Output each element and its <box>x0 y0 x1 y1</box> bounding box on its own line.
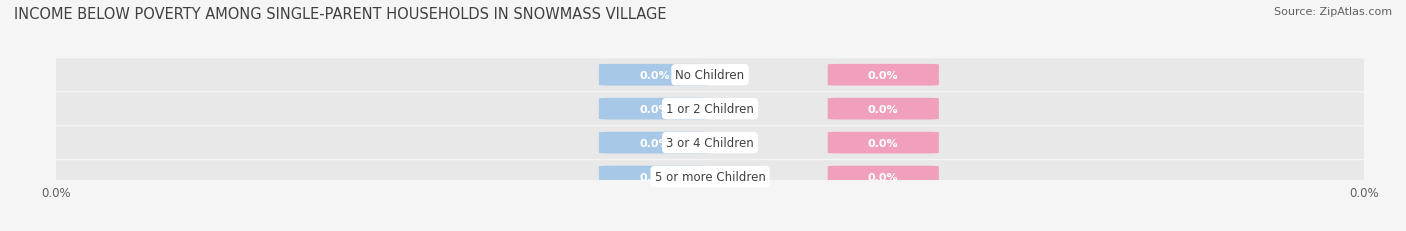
FancyBboxPatch shape <box>828 132 939 154</box>
Text: 0.0%: 0.0% <box>640 104 669 114</box>
Text: No Children: No Children <box>675 69 745 82</box>
Text: Source: ZipAtlas.com: Source: ZipAtlas.com <box>1274 7 1392 17</box>
Text: INCOME BELOW POVERTY AMONG SINGLE-PARENT HOUSEHOLDS IN SNOWMASS VILLAGE: INCOME BELOW POVERTY AMONG SINGLE-PARENT… <box>14 7 666 22</box>
Text: 0.0%: 0.0% <box>868 70 898 80</box>
Text: 5 or more Children: 5 or more Children <box>655 170 765 183</box>
Text: 0.0%: 0.0% <box>640 138 669 148</box>
Text: 0.0%: 0.0% <box>640 172 669 182</box>
Text: 0.0%: 0.0% <box>868 104 898 114</box>
FancyBboxPatch shape <box>828 166 939 188</box>
Text: 0.0%: 0.0% <box>868 172 898 182</box>
FancyBboxPatch shape <box>828 65 939 86</box>
FancyBboxPatch shape <box>30 59 1391 92</box>
Text: 3 or 4 Children: 3 or 4 Children <box>666 137 754 149</box>
Text: 1 or 2 Children: 1 or 2 Children <box>666 103 754 116</box>
FancyBboxPatch shape <box>30 161 1391 193</box>
FancyBboxPatch shape <box>30 127 1391 159</box>
FancyBboxPatch shape <box>828 98 939 120</box>
Text: 0.0%: 0.0% <box>640 70 669 80</box>
Text: 0.0%: 0.0% <box>868 138 898 148</box>
FancyBboxPatch shape <box>599 65 710 86</box>
Legend: Single Father, Single Mother: Single Father, Single Mother <box>599 228 821 231</box>
FancyBboxPatch shape <box>599 98 710 120</box>
FancyBboxPatch shape <box>30 93 1391 125</box>
FancyBboxPatch shape <box>599 132 710 154</box>
FancyBboxPatch shape <box>599 166 710 188</box>
